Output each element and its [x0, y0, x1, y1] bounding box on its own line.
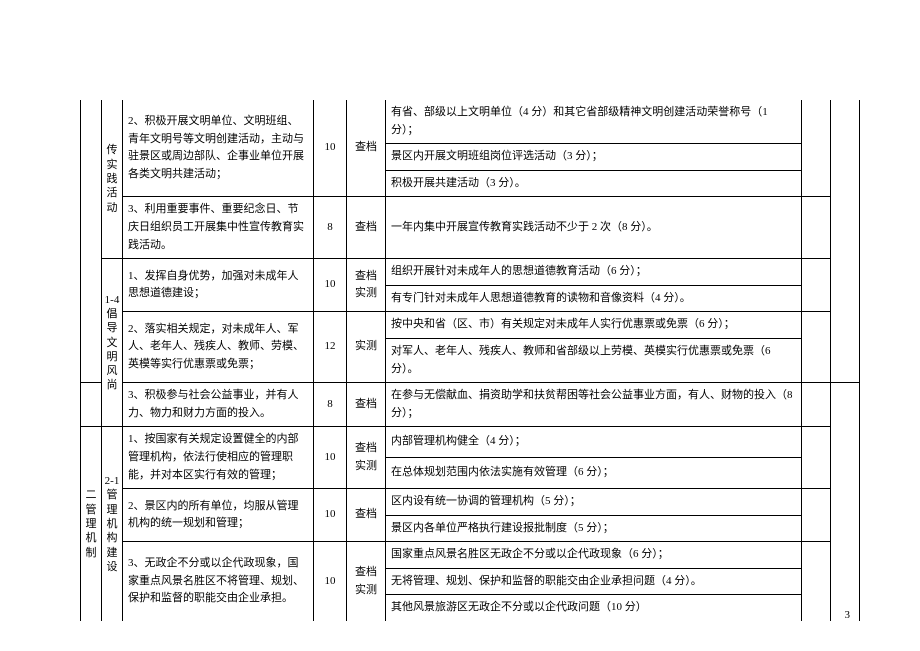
table-row: 2、景区内的所有单位，均服从管理机构的统一规划和管理； 10 查档 区内设有统一…: [81, 489, 860, 516]
desc-cell: 2、落实相关规定，对未成年人、军人、老年人、残疾人、教师、劳模、英模等实行优惠票…: [123, 312, 314, 383]
criteria-cell: 有专门针对未成年人思想道德教育的读物和音像资料（4 分）。: [386, 285, 802, 312]
desc-cell: 2、景区内的所有单位，均服从管理机构的统一规划和管理；: [123, 489, 314, 542]
method-cell: 查档: [347, 489, 386, 542]
blank-cell: [802, 427, 831, 489]
blank-cell: [802, 312, 831, 383]
blank-cell: [802, 259, 831, 312]
score-cell: 10: [314, 259, 347, 312]
score-cell: 10: [314, 542, 347, 621]
desc-cell: 1、发挥自身优势，加强对未成年人思想道德建设；: [123, 259, 314, 312]
table-row: 3、无政企不分或以企代政现象，国家重点风景名胜区不将管理、规划、保护和监督的职能…: [81, 542, 860, 569]
score-cell: 8: [314, 197, 347, 259]
criteria-cell: 区内设有统一协调的管理机构（5 分）；: [386, 489, 802, 516]
table-row: 1-4倡导文明风尚 1、发挥自身优势，加强对未成年人思想道德建设； 10 查档实…: [81, 259, 860, 286]
method-cell: 查档实测: [347, 427, 386, 489]
criteria-cell: 积极开展共建活动（3 分）。: [386, 170, 802, 197]
method-cell: 查档: [347, 100, 386, 197]
table-row: 传实践活动 2、积极开展文明单位、文明班组、青年文明号等文明创建活动，主动与驻景…: [81, 100, 860, 144]
criteria-cell: 其他风景旅游区无政企不分或以企代政问题（10 分）: [386, 595, 802, 621]
criteria-cell: 按中央和省（区、市）有关规定对未成年人实行优惠票或免票（6 分）；: [386, 312, 802, 339]
score-cell: 12: [314, 312, 347, 383]
page-number: 3: [845, 609, 851, 621]
score-cell: 10: [314, 489, 347, 542]
desc-cell: 1、按国家有关规定设置健全的内部管理机构，依法行使相应的管理职能，并对本区实行有…: [123, 427, 314, 489]
blank-cell: [802, 197, 831, 259]
score-cell: 10: [314, 427, 347, 489]
section-col2-a: 传实践活动: [102, 100, 123, 259]
desc-cell: 3、利用重要事件、重要纪念日、节庆日组织员工开展集中性宣传教育实践活动。: [123, 197, 314, 259]
section-col2-b: 1-4倡导文明风尚: [102, 259, 123, 427]
blank-cell: [831, 100, 860, 383]
blank-cell: [802, 383, 831, 427]
table-row: 3、积极参与社会公益事业，并有人力、物力和财力方面的投入。 8 查档 在参与无偿…: [81, 383, 860, 427]
desc-cell: 3、无政企不分或以企代政现象，国家重点风景名胜区不将管理、规划、保护和监督的职能…: [123, 542, 314, 621]
criteria-cell: 组织开展针对未成年人的思想道德教育活动（6 分）；: [386, 259, 802, 286]
evaluation-table: 传实践活动 2、积极开展文明单位、文明班组、青年文明号等文明创建活动，主动与驻景…: [80, 100, 860, 621]
section-col1-upper-ext: [81, 383, 102, 427]
document-page: 传实践活动 2、积极开展文明单位、文明班组、青年文明号等文明创建活动，主动与驻景…: [0, 0, 920, 651]
desc-cell: 3、积极参与社会公益事业，并有人力、物力和财力方面的投入。: [123, 383, 314, 427]
blank-cell: [802, 489, 831, 542]
criteria-cell: 内部管理机构健全（4 分）；: [386, 427, 802, 458]
section-col1-lower: 二管理机制: [81, 427, 102, 621]
criteria-cell: 无将管理、规划、保护和监督的职能交由企业承担问题（4 分）。: [386, 568, 802, 595]
criteria-cell: 在参与无偿献血、捐资助学和扶贫帮困等社会公益事业方面，有人、财物的投入（8 分）…: [386, 383, 802, 427]
section-col1-upper: [81, 100, 102, 383]
desc-cell: 2、积极开展文明单位、文明班组、青年文明号等文明创建活动，主动与驻景区或周边部队…: [123, 100, 314, 197]
criteria-cell: 对军人、老年人、残疾人、教师和省部级以上劳模、英模实行优惠票或免票（6 分）。: [386, 338, 802, 382]
blank-cell: [802, 542, 831, 621]
method-cell: 查档: [347, 197, 386, 259]
method-cell: 查档: [347, 383, 386, 427]
score-cell: 10: [314, 100, 347, 197]
blank-cell: [802, 100, 831, 197]
criteria-cell: 国家重点风景名胜区无政企不分或以企代政现象（6 分）；: [386, 542, 802, 569]
criteria-cell: 有省、部级以上文明单位（4 分）和其它省部级精神文明创建活动荣誉称号（1 分）；: [386, 100, 802, 144]
section-col2-lower: 2-1管理机构建设: [102, 427, 123, 621]
table-row: 3、利用重要事件、重要纪念日、节庆日组织员工开展集中性宣传教育实践活动。 8 查…: [81, 197, 860, 259]
criteria-cell: 在总体规划范围内依法实施有效管理（6 分）；: [386, 458, 802, 489]
table-row: 二管理机制 2-1管理机构建设 1、按国家有关规定设置健全的内部管理机构，依法行…: [81, 427, 860, 458]
criteria-cell: 一年内集中开展宣传教育实践活动不少于 2 次（8 分）。: [386, 197, 802, 259]
method-cell: 查档实测: [347, 259, 386, 312]
criteria-cell: 景区内各单位严格执行建设报批制度（5 分）；: [386, 515, 802, 542]
blank-cell: [831, 427, 860, 621]
criteria-cell: 景区内开展文明班组岗位评选活动（3 分）；: [386, 144, 802, 171]
table-row: 2、落实相关规定，对未成年人、军人、老年人、残疾人、教师、劳模、英模等实行优惠票…: [81, 312, 860, 339]
method-cell: 查档实测: [347, 542, 386, 621]
blank-cell: [831, 383, 860, 427]
score-cell: 8: [314, 383, 347, 427]
method-cell: 实测: [347, 312, 386, 383]
